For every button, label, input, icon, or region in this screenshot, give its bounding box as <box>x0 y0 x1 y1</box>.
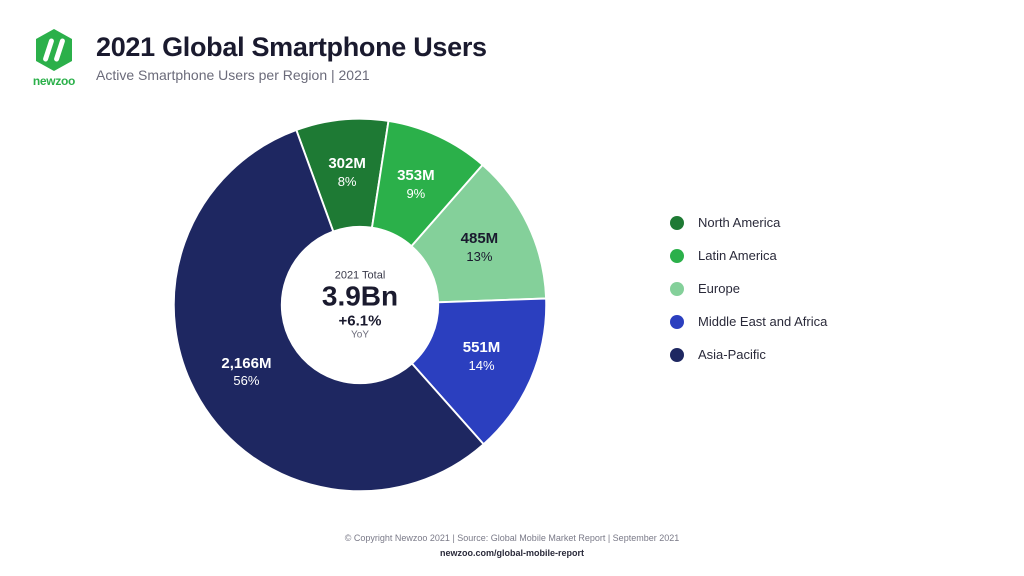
legend-label: Asia-Pacific <box>698 347 766 362</box>
slice-pct: 56% <box>216 373 276 389</box>
header: newzoo 2021 Global Smartphone Users Acti… <box>28 28 487 88</box>
slice-pct: 8% <box>317 174 377 190</box>
slice-value: 551M <box>452 339 512 358</box>
page-subtitle: Active Smartphone Users per Region | 202… <box>96 67 487 83</box>
legend-item: North America <box>670 215 827 230</box>
donut-center: 2021 Total 3.9Bn +6.1% YoY <box>322 270 398 341</box>
legend-item: Middle East and Africa <box>670 314 827 329</box>
slice-value: 302M <box>317 155 377 174</box>
center-post: YoY <box>322 329 398 340</box>
slice-value: 353M <box>386 167 446 186</box>
legend-label: North America <box>698 215 780 230</box>
legend-label: Europe <box>698 281 740 296</box>
logo-icon <box>34 28 74 72</box>
center-yoy: +6.1% <box>322 312 398 329</box>
slice-label: 551M14% <box>452 339 512 374</box>
legend: North America Latin America Europe Middle E… <box>670 215 827 362</box>
footer: © Copyright Newzoo 2021 | Source: Global… <box>0 531 1024 560</box>
title-block: 2021 Global Smartphone Users Active Smar… <box>96 28 487 83</box>
legend-dot <box>670 216 684 230</box>
slice-label: 485M13% <box>449 230 509 265</box>
slice-pct: 14% <box>452 358 512 374</box>
legend-item: Latin America <box>670 248 827 263</box>
footer-url: newzoo.com/global-mobile-report <box>0 546 1024 560</box>
legend-dot <box>670 348 684 362</box>
donut-chart: 2021 Total 3.9Bn +6.1% YoY 302M8%353M9%4… <box>170 115 550 495</box>
brand-name: newzoo <box>33 74 75 88</box>
legend-item: Europe <box>670 281 827 296</box>
legend-dot <box>670 249 684 263</box>
slice-value: 485M <box>449 230 509 249</box>
slice-label: 302M8% <box>317 155 377 190</box>
footer-copyright: © Copyright Newzoo 2021 | Source: Global… <box>0 531 1024 545</box>
legend-dot <box>670 282 684 296</box>
slice-value: 2,166M <box>216 355 276 374</box>
page-title: 2021 Global Smartphone Users <box>96 32 487 63</box>
slice-pct: 13% <box>449 249 509 265</box>
slice-label: 2,166M56% <box>216 355 276 390</box>
slice-pct: 9% <box>386 186 446 202</box>
legend-item: Asia-Pacific <box>670 347 827 362</box>
slice-label: 353M9% <box>386 167 446 202</box>
legend-label: Middle East and Africa <box>698 314 827 329</box>
legend-dot <box>670 315 684 329</box>
brand-logo: newzoo <box>28 28 80 88</box>
center-main: 3.9Bn <box>322 282 398 313</box>
legend-label: Latin America <box>698 248 777 263</box>
